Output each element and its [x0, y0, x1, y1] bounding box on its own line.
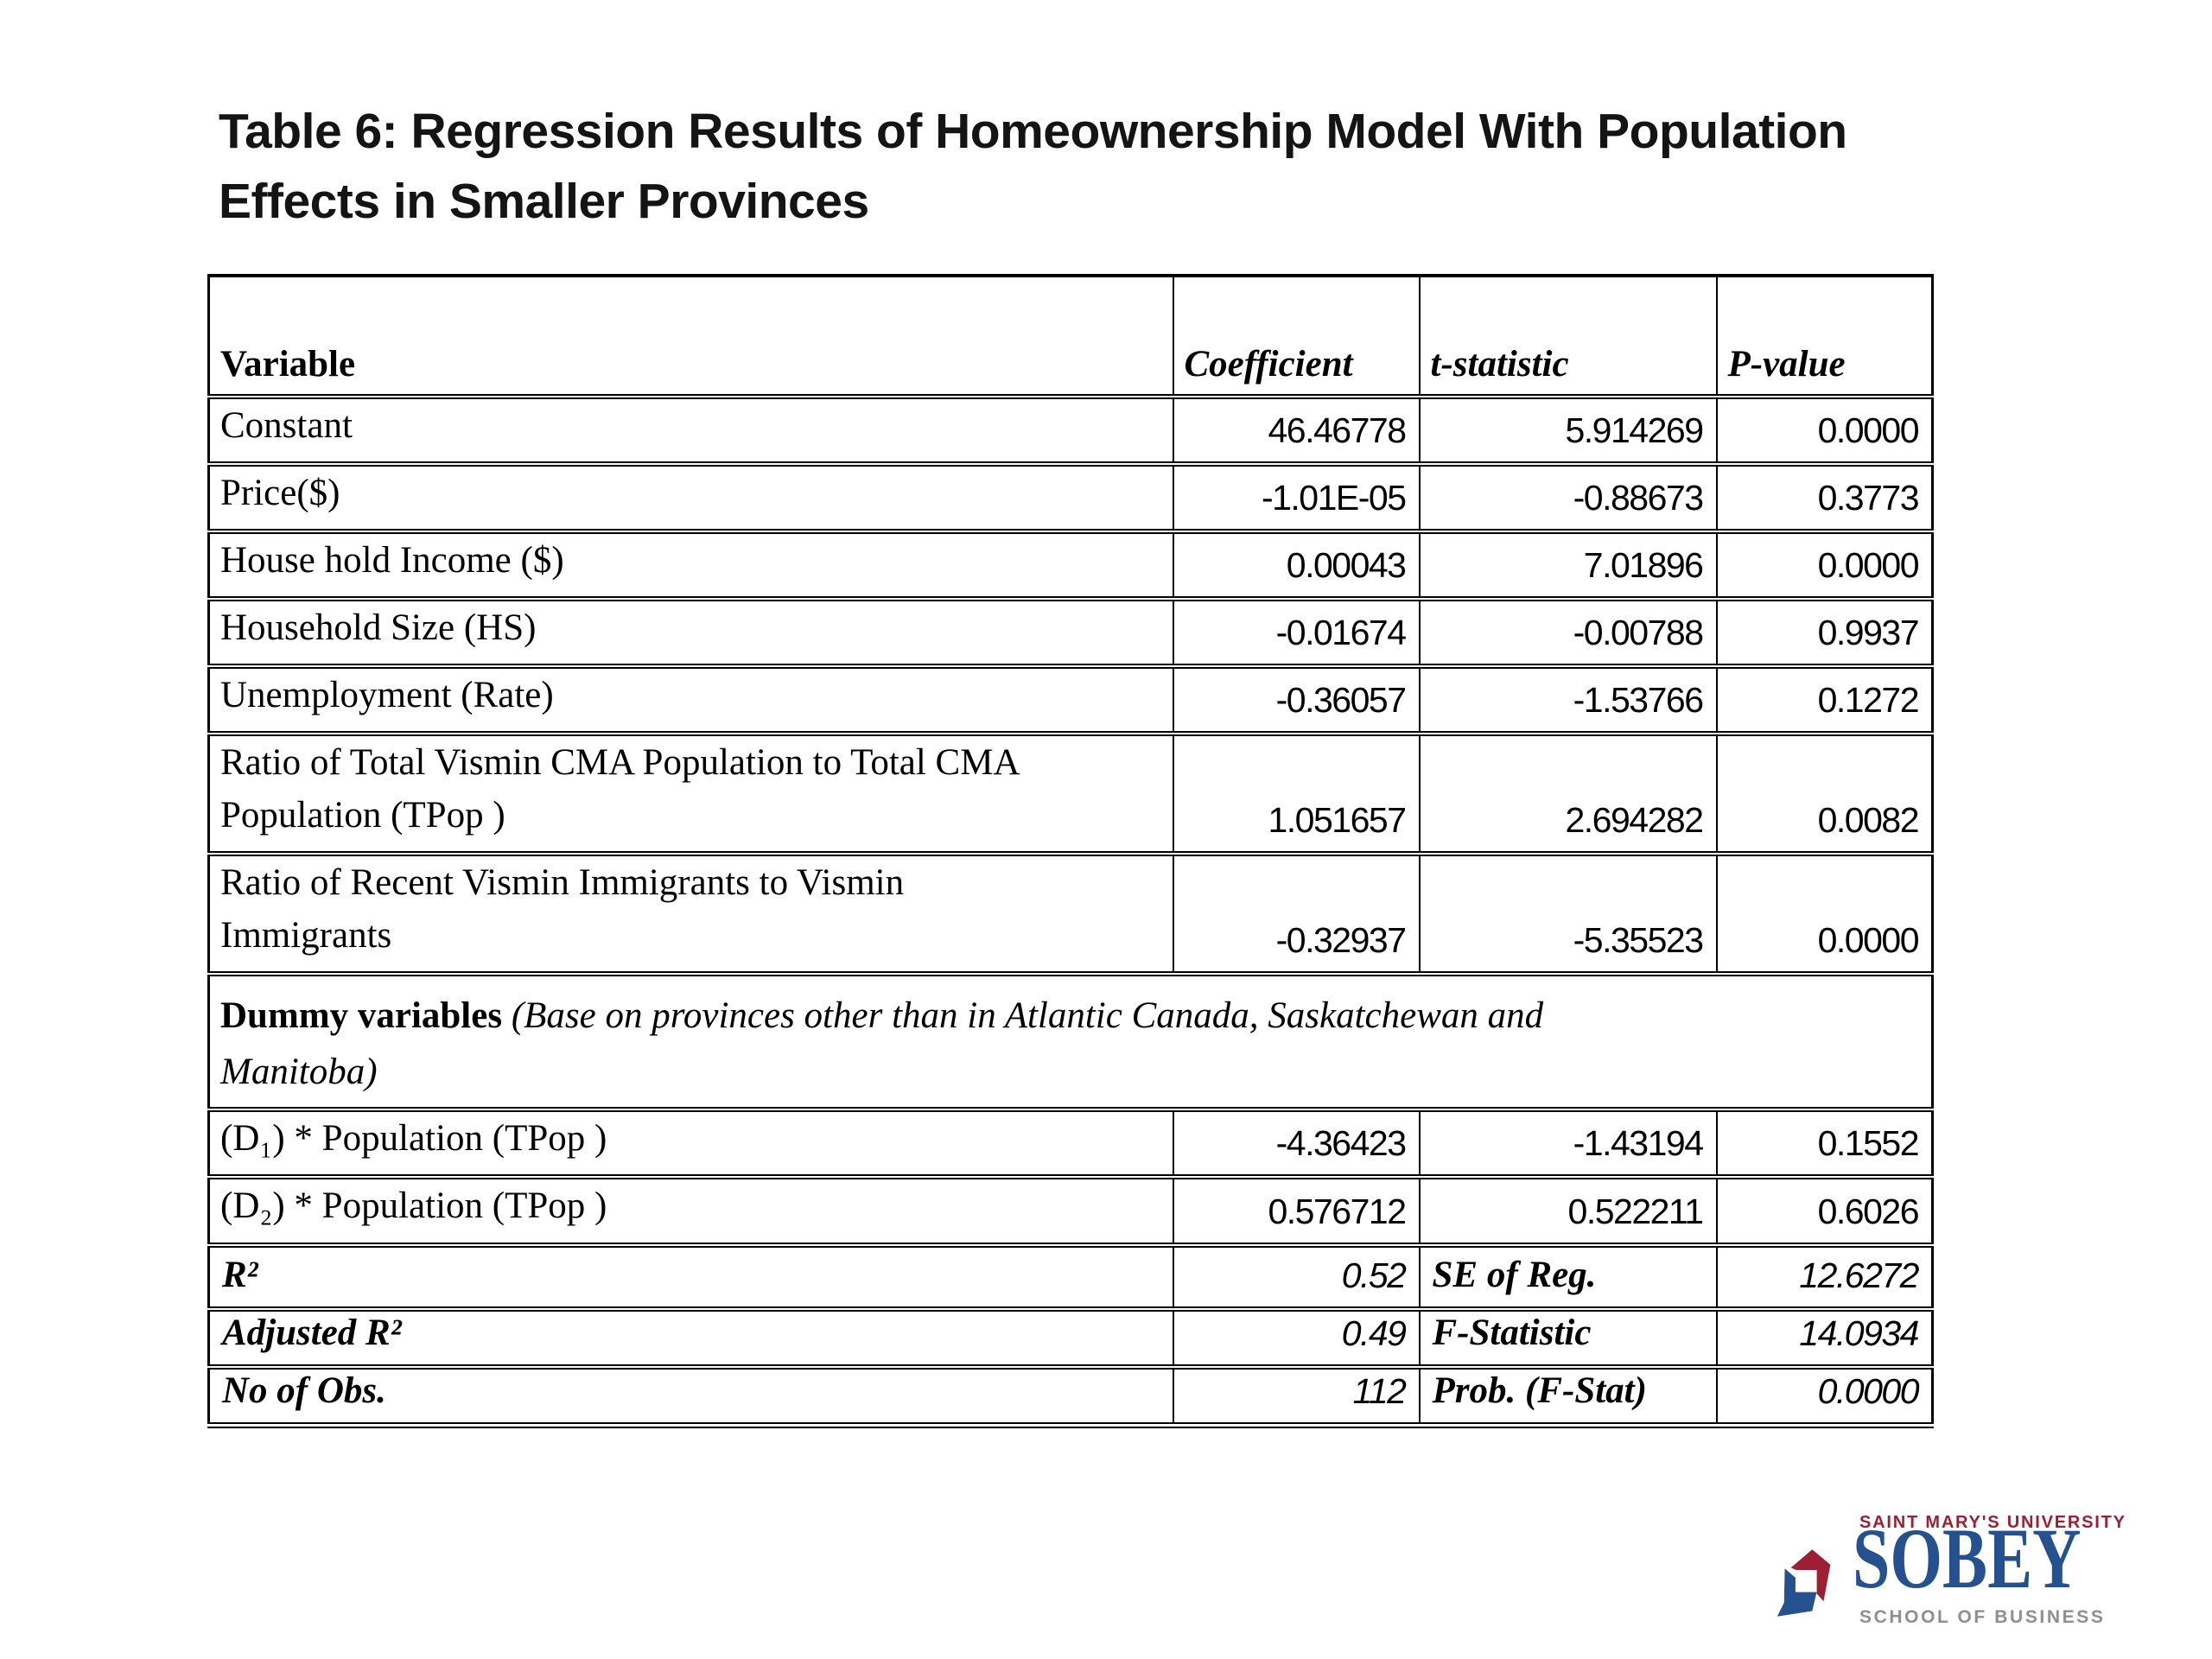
header-variable: Variable [207, 276, 1174, 399]
header-coefficient: Coefficient [1172, 276, 1421, 399]
cell-t-statistic: -5.35523 [1418, 854, 1718, 977]
cell-coefficient: -0.32937 [1172, 854, 1421, 977]
table-row: Household Size (HS) -0.01674 -0.00788 0.… [207, 599, 1934, 670]
summary-label: Adjusted R² [207, 1308, 1174, 1370]
dummy-variables-note-row: Dummy variables (Base on provinces other… [207, 974, 1934, 1113]
cell-variable: (D₂) * Population (TPop ) [207, 1177, 1174, 1248]
cell-variable: House hold Income ($) [207, 531, 1174, 602]
cell-coefficient: 0.00043 [1172, 531, 1421, 602]
table-row: Ratio of Recent Vismin Immigrants to Vis… [207, 854, 1934, 977]
table-row: Ratio of Total Vismin CMA Population to … [207, 734, 1934, 857]
cell-t-statistic: 7.01896 [1418, 531, 1718, 602]
cell-p-value: 0.9937 [1715, 599, 1934, 670]
cell-coefficient: -1.01E-05 [1172, 464, 1421, 535]
cell-t-statistic: 2.694282 [1418, 734, 1718, 857]
cell-coefficient: -0.01674 [1172, 599, 1421, 670]
cell-variable: Unemployment (Rate) [207, 666, 1174, 737]
cell-p-value: 0.0000 [1715, 531, 1934, 602]
summary-stat-label: Prob. (F-Stat) [1418, 1366, 1718, 1427]
cell-p-value: 0.0000 [1715, 854, 1934, 977]
summary-value: 0.52 [1172, 1244, 1421, 1312]
summary-row: R² 0.52 SE of Reg. 12.6272 [207, 1244, 1934, 1312]
cell-variable: Ratio of Total Vismin CMA Population to … [207, 734, 1174, 857]
slide-title-line1: Table 6: Regression Results of Homeowner… [219, 104, 1847, 159]
cell-variable: Constant [207, 397, 1174, 467]
cell-variable: Household Size (HS) [207, 599, 1174, 670]
cell-p-value: 0.3773 [1715, 464, 1934, 535]
cell-coefficient: 0.576712 [1172, 1177, 1421, 1248]
header-t-statistic: t-statistic [1418, 276, 1718, 399]
summary-stat-value: 0.0000 [1715, 1366, 1934, 1427]
cell-t-statistic: -0.88673 [1418, 464, 1718, 535]
summary-stat-value: 12.6272 [1715, 1244, 1934, 1312]
table-row: (D₂) * Population (TPop ) 0.576712 0.522… [207, 1177, 1934, 1248]
cell-t-statistic: -1.43194 [1418, 1109, 1718, 1180]
summary-label: No of Obs. [207, 1366, 1174, 1427]
cell-variable: Ratio of Recent Vismin Immigrants to Vis… [207, 854, 1174, 977]
cell-coefficient: 46.46778 [1172, 397, 1421, 467]
summary-stat-value: 14.0934 [1715, 1308, 1934, 1370]
sobey-logo-mark-icon [1777, 1549, 1831, 1617]
cell-coefficient: 1.051657 [1172, 734, 1421, 857]
summary-label: R² [207, 1244, 1174, 1312]
cell-p-value: 0.0082 [1715, 734, 1934, 857]
cell-coefficient: -4.36423 [1172, 1109, 1421, 1180]
cell-p-value: 0.6026 [1715, 1177, 1934, 1248]
summary-value: 112 [1172, 1366, 1421, 1427]
dummy-note-bold: Dummy variables [220, 995, 503, 1037]
table-row: Constant 46.46778 5.914269 0.0000 [207, 397, 1934, 467]
cell-t-statistic: 0.522211 [1418, 1177, 1718, 1248]
cell-p-value: 0.1272 [1715, 666, 1934, 737]
cell-variable: Price($) [207, 464, 1174, 535]
sobey-school-logo: SAINT MARY'S UNIVERSITY SOBEY SCHOOL OF … [1763, 1509, 2143, 1647]
table-row: Price($) -1.01E-05 -0.88673 0.3773 [207, 464, 1934, 535]
header-p-value: P-value [1715, 276, 1934, 399]
cell-t-statistic: -0.00788 [1418, 599, 1718, 670]
summary-stat-label: F-Statistic [1418, 1308, 1718, 1370]
summary-row: No of Obs. 112 Prob. (F-Stat) 0.0000 [207, 1366, 1934, 1427]
slide-title-line2: Effects in Smaller Provinces [219, 174, 869, 229]
cell-p-value: 0.1552 [1715, 1109, 1934, 1180]
cell-variable: (D₁) * Population (TPop ) [207, 1109, 1174, 1180]
summary-value: 0.49 [1172, 1308, 1421, 1370]
dummy-note-italic: (Base on provinces other than in Atlanti… [220, 995, 1544, 1092]
summary-stat-label: SE of Reg. [1418, 1244, 1718, 1312]
summary-row: Adjusted R² 0.49 F-Statistic 14.0934 [207, 1308, 1934, 1370]
table-header-row: Variable Coefficient t-statistic P-value [207, 276, 1934, 399]
sobey-wordmark: SOBEY [1853, 1510, 2082, 1606]
table-row: (D₁) * Population (TPop ) -4.36423 -1.43… [207, 1109, 1934, 1180]
school-of-business-label: SCHOOL OF BUSINESS [1859, 1607, 2106, 1627]
slide-title: Table 6: Regression Results of Homeowner… [219, 97, 1999, 237]
table-row: House hold Income ($) 0.00043 7.01896 0.… [207, 531, 1934, 602]
table-row: Unemployment (Rate) -0.36057 -1.53766 0.… [207, 666, 1934, 737]
dummy-variables-note: Dummy variables (Base on provinces other… [207, 974, 1934, 1113]
cell-t-statistic: 5.914269 [1418, 397, 1718, 467]
regression-results-table: Variable Coefficient t-statistic P-value… [207, 274, 1934, 1428]
saint-marys-university-label: SAINT MARY'S UNIVERSITY [1859, 1513, 2126, 1532]
cell-p-value: 0.0000 [1715, 397, 1934, 467]
cell-coefficient: -0.36057 [1172, 666, 1421, 737]
cell-t-statistic: -1.53766 [1418, 666, 1718, 737]
